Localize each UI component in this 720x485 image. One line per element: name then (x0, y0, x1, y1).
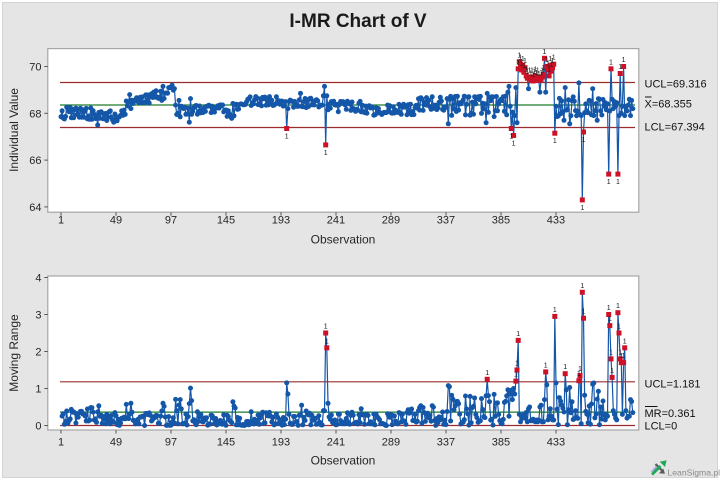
svg-text:64: 64 (29, 202, 41, 214)
svg-text:Individual Value: Individual Value (7, 88, 21, 172)
svg-text:1: 1 (553, 138, 557, 145)
svg-text:1: 1 (608, 316, 612, 323)
svg-text:1: 1 (580, 283, 584, 290)
svg-text:1: 1 (35, 384, 41, 396)
svg-text:Observation: Observation (311, 233, 376, 247)
svg-text:1: 1 (607, 179, 611, 186)
svg-text:MR=0.361: MR=0.361 (645, 408, 696, 420)
svg-text:1: 1 (324, 150, 328, 157)
svg-text:1: 1 (617, 324, 621, 331)
svg-text:1: 1 (622, 57, 626, 64)
svg-text:97: 97 (165, 215, 177, 227)
svg-text:1: 1 (324, 324, 328, 331)
svg-text:1: 1 (515, 361, 519, 368)
svg-text:X=68.355: X=68.355 (645, 99, 692, 111)
svg-text:1: 1 (512, 141, 516, 148)
svg-text:1: 1 (58, 215, 64, 227)
svg-text:Observation: Observation (311, 454, 376, 468)
svg-text:1: 1 (582, 309, 586, 316)
svg-text:1: 1 (578, 366, 582, 373)
svg-text:1: 1 (509, 134, 513, 141)
svg-text:1: 1 (623, 338, 627, 345)
svg-text:2: 2 (35, 347, 41, 359)
svg-text:3: 3 (35, 310, 41, 322)
svg-text:193: 193 (272, 215, 290, 227)
svg-text:241: 241 (327, 437, 345, 449)
svg-text:1: 1 (485, 370, 489, 377)
svg-text:385: 385 (492, 437, 510, 449)
svg-text:1: 1 (580, 205, 584, 212)
svg-text:433: 433 (547, 437, 565, 449)
svg-text:1: 1 (325, 338, 329, 345)
svg-text:385: 385 (492, 215, 510, 227)
svg-text:1: 1 (607, 305, 611, 312)
svg-text:I-MR Chart of V: I-MR Chart of V (289, 11, 427, 32)
svg-text:1: 1 (616, 303, 620, 310)
svg-text:337: 337 (437, 437, 455, 449)
svg-text:1: 1 (610, 368, 614, 375)
svg-text:68: 68 (29, 108, 41, 120)
svg-text:1: 1 (609, 349, 613, 356)
svg-text:1: 1 (622, 353, 626, 360)
svg-text:49: 49 (110, 437, 122, 449)
svg-text:1: 1 (285, 134, 289, 141)
svg-text:97: 97 (165, 437, 177, 449)
svg-text:4: 4 (35, 273, 41, 285)
svg-text:145: 145 (217, 215, 235, 227)
svg-text:1: 1 (609, 59, 613, 66)
svg-text:289: 289 (382, 215, 400, 227)
svg-text:LeanSigma.pl: LeanSigma.pl (668, 468, 720, 478)
svg-text:1: 1 (616, 179, 620, 186)
svg-text:337: 337 (437, 215, 455, 227)
svg-text:1: 1 (58, 437, 64, 449)
svg-text:1: 1 (541, 65, 545, 72)
svg-text:1: 1 (516, 331, 520, 338)
svg-text:289: 289 (382, 437, 400, 449)
svg-text:UCL=69.316: UCL=69.316 (645, 79, 707, 91)
svg-text:433: 433 (547, 215, 565, 227)
svg-text:1: 1 (618, 64, 622, 71)
svg-text:UCL=1.181: UCL=1.181 (645, 379, 701, 391)
svg-text:70: 70 (29, 62, 41, 74)
svg-text:LCL=0: LCL=0 (645, 421, 678, 433)
svg-text:0: 0 (35, 421, 41, 433)
svg-text:241: 241 (327, 215, 345, 227)
svg-text:1: 1 (563, 364, 567, 371)
svg-text:Moving Range: Moving Range (7, 314, 21, 392)
svg-text:1: 1 (544, 362, 548, 369)
svg-text:1: 1 (543, 49, 547, 56)
svg-text:1: 1 (553, 307, 557, 314)
svg-text:1: 1 (523, 58, 527, 65)
svg-text:1: 1 (514, 372, 518, 379)
svg-text:1: 1 (552, 55, 556, 62)
svg-text:LCL=67.394: LCL=67.394 (645, 122, 705, 134)
svg-text:1: 1 (582, 137, 586, 144)
svg-text:49: 49 (110, 215, 122, 227)
svg-text:145: 145 (217, 437, 235, 449)
svg-text:66: 66 (29, 155, 41, 167)
svg-text:193: 193 (272, 437, 290, 449)
